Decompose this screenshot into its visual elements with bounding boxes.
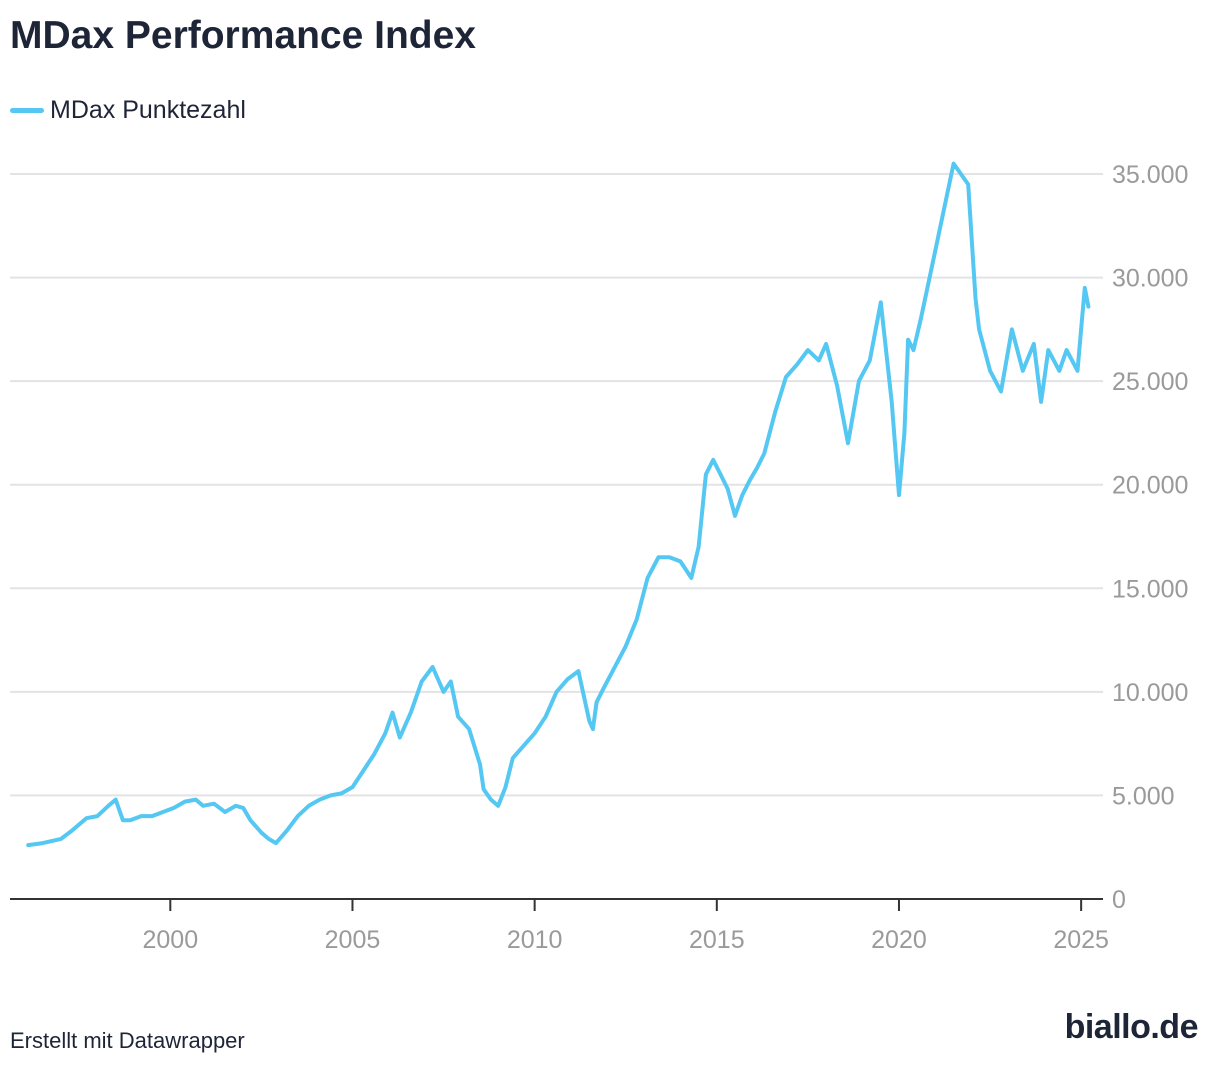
legend: MDax Punktezahl <box>10 96 246 125</box>
x-tick-label: 2010 <box>507 926 563 954</box>
y-tick-label: 25.000 <box>1112 368 1188 396</box>
y-tick-label: 20.000 <box>1112 472 1188 500</box>
x-tick-label: 2025 <box>1053 926 1109 954</box>
legend-label: MDax Punktezahl <box>50 96 246 124</box>
y-tick-label: 0 <box>1112 886 1126 914</box>
chart-title: MDax Performance Index <box>10 14 477 57</box>
y-tick-label: 10.000 <box>1112 679 1188 707</box>
footer-credit[interactable]: Erstellt mit Datawrapper <box>10 1028 245 1053</box>
line-chart: 0 5.000 10.000 15.000 20.000 25.000 30.000 35.0… <box>10 161 1188 954</box>
x-tick-label: 2000 <box>142 926 198 954</box>
series-line-mdax <box>26 161 1091 848</box>
brand-logo[interactable]: biallo.de <box>1064 1008 1199 1046</box>
y-tick-label: 15.000 <box>1112 575 1188 603</box>
y-tick-label: 35.000 <box>1112 161 1188 189</box>
x-tick-label: 2015 <box>689 926 745 954</box>
legend-swatch <box>10 108 44 113</box>
y-tick-label: 5.000 <box>1112 782 1175 810</box>
x-tick-label: 2005 <box>325 926 381 954</box>
y-tick-label: 30.000 <box>1112 265 1188 293</box>
x-tick-label: 2020 <box>871 926 927 954</box>
